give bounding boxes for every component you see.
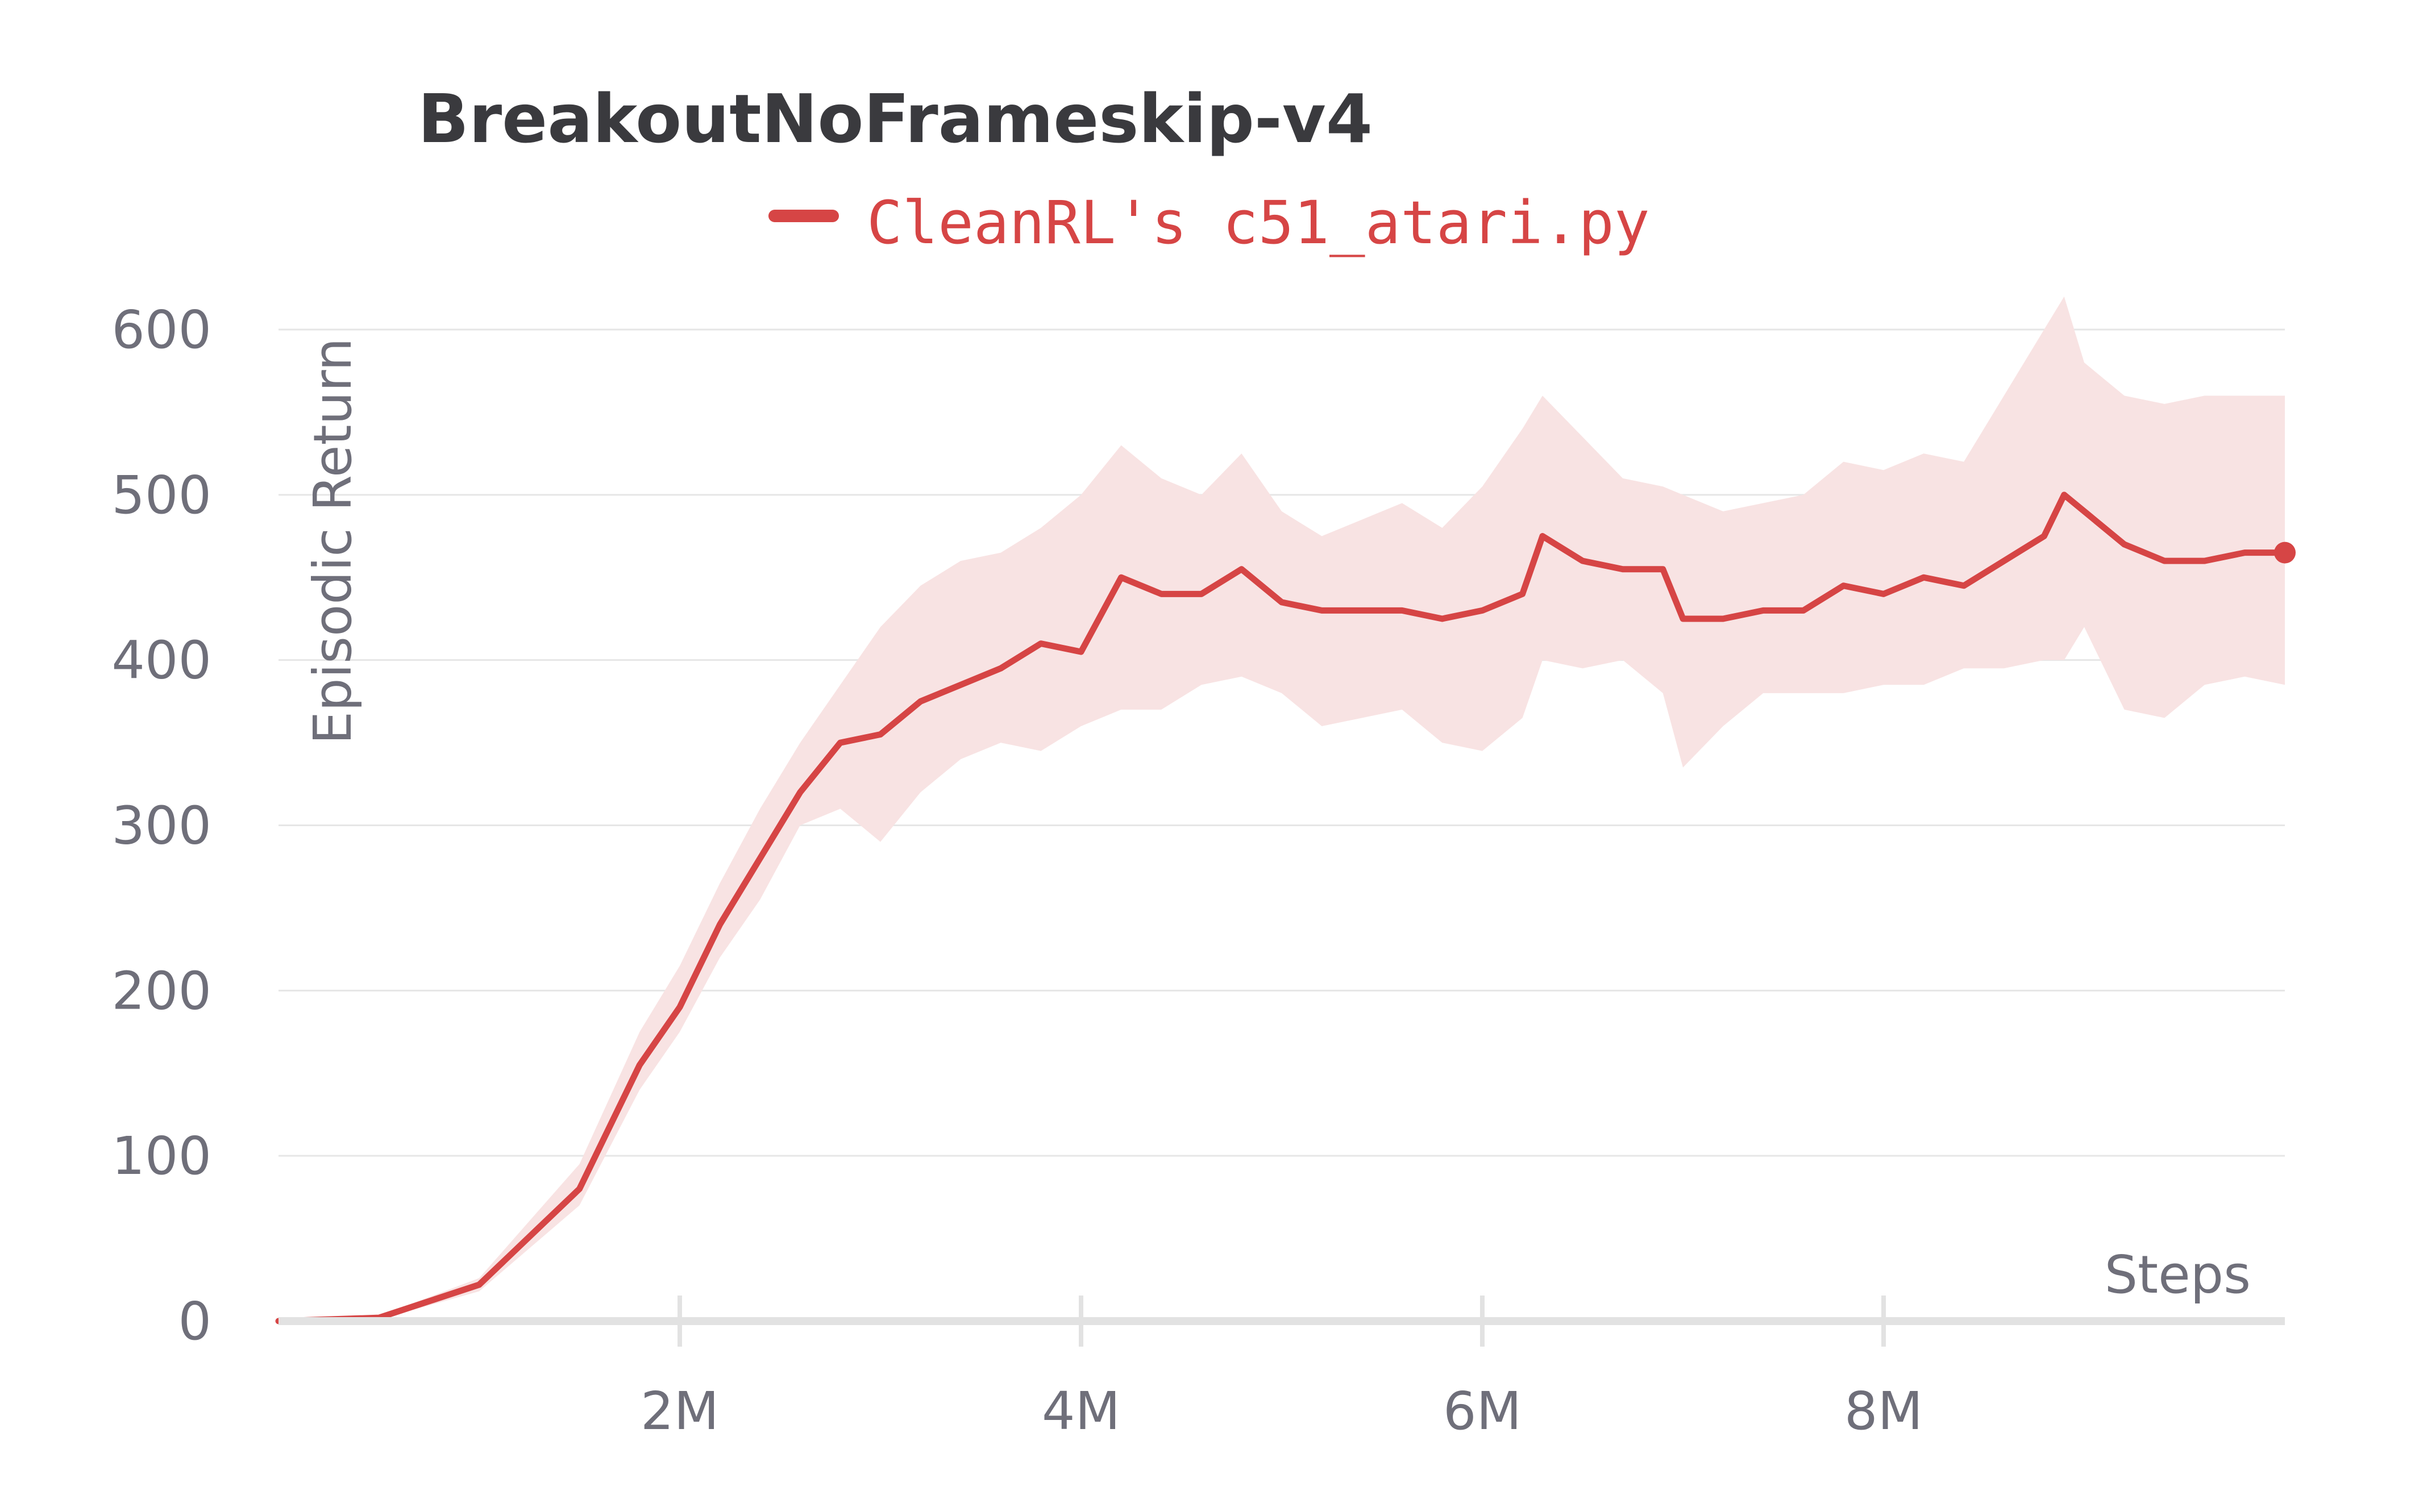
confidence-band <box>279 296 2285 1322</box>
x-tick-label: 4M <box>1042 1381 1120 1442</box>
series-line <box>275 491 2296 1324</box>
legend-label: CleanRL's c51_atari.py <box>867 188 1650 257</box>
chart-title: BreakoutNoFrameskip-v4 <box>418 80 1373 158</box>
series-band <box>279 296 2285 1322</box>
y-tick-label: 300 <box>111 795 211 856</box>
y-tick-label: 400 <box>111 630 211 691</box>
x-tick-label: 6M <box>1443 1381 1522 1442</box>
y-axis-label: Episodic Return <box>302 338 363 744</box>
x-axis: 2M 4M 6M 8M <box>279 1296 2285 1442</box>
y-tick-label: 500 <box>111 465 211 526</box>
legend[interactable]: CleanRL's c51_atari.py <box>768 188 1650 257</box>
y-tick-label: 100 <box>111 1126 211 1186</box>
series-endpoint <box>2274 542 2296 564</box>
y-axis: 0 100 200 300 400 500 600 <box>111 299 211 1352</box>
x-tick-label: 2M <box>641 1381 719 1442</box>
y-tick-label: 200 <box>111 960 211 1021</box>
x-axis-label: Steps <box>2105 1244 2251 1305</box>
series-line-path <box>275 491 2288 1324</box>
y-tick-label: 0 <box>178 1291 211 1352</box>
x-tick-label: 8M <box>1844 1381 1923 1442</box>
y-tick-label: 600 <box>111 299 211 360</box>
